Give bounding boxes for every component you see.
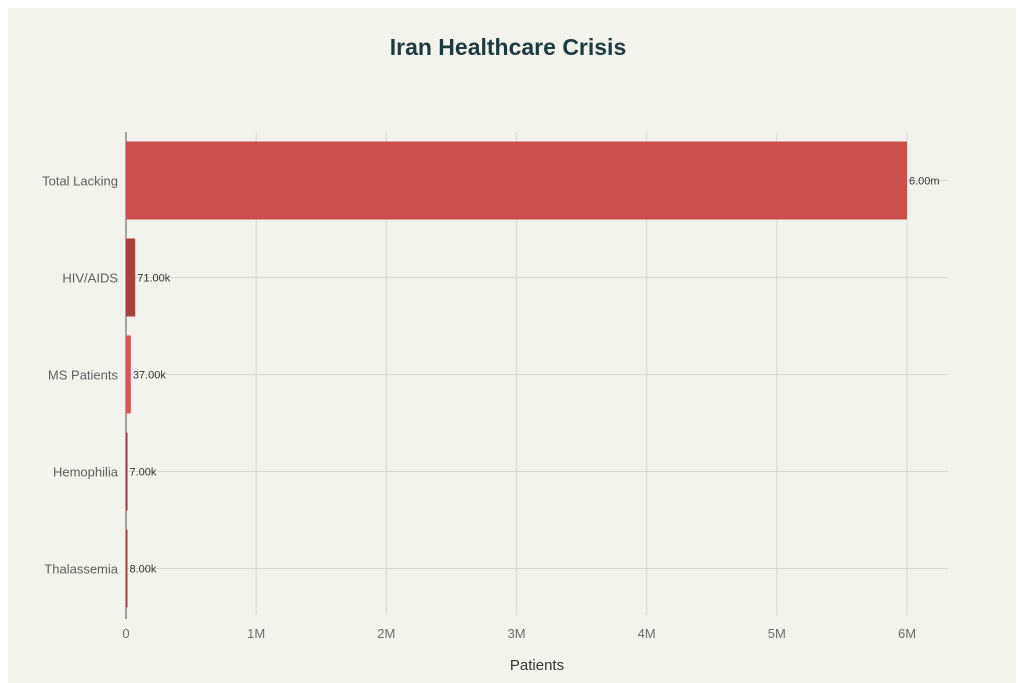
bar	[126, 238, 136, 317]
data-label: 37.00k	[133, 370, 167, 382]
bars	[126, 141, 907, 608]
bar	[126, 432, 128, 511]
chart-title: Iran Healthcare Crisis	[389, 34, 627, 60]
labels: 0 1M 2M 3M 4M 5M 6M Total Lacking 6.00m HIV/AIDS 7…	[42, 174, 939, 642]
data-label: 7.00k	[130, 467, 157, 479]
x-tick-label: 0	[122, 626, 129, 641]
x-tick-label: 4M	[638, 626, 656, 641]
bar	[126, 141, 907, 220]
x-tick-label: 1M	[247, 626, 265, 641]
data-label: 8.00k	[130, 564, 157, 576]
category-label: HIV/AIDS	[62, 271, 118, 286]
x-tick-label: 6M	[898, 626, 916, 641]
x-axis-title: Patients	[509, 657, 565, 674]
category-label: Total Lacking	[42, 174, 118, 189]
x-tick-label: 3M	[507, 626, 525, 641]
category-label: MS Patients	[48, 368, 119, 383]
chart-background	[8, 8, 1016, 683]
x-tick-label: 2M	[377, 626, 395, 641]
data-label: 71.00k	[137, 273, 171, 285]
bar	[126, 335, 131, 414]
category-label: Hemophilia	[53, 465, 119, 480]
data-label: 6.00m	[909, 176, 940, 188]
bar	[126, 529, 128, 608]
category-label: Thalassemia	[44, 562, 118, 577]
x-tick-label: 5M	[768, 626, 786, 641]
